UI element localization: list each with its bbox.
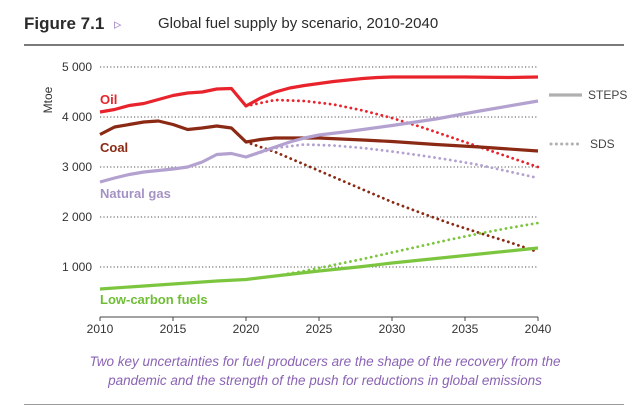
caption-line-1: Two key uncertainties for fuel producers… [89,354,561,369]
caption-line-2: pandemic and the strength of the push fo… [108,373,542,388]
coal-steps-line [99,119,539,153]
x-tick-label: 2030 [379,322,406,336]
oil-steps-line [99,75,539,114]
low-carbon-fuels-sds-line [244,221,540,281]
natural-gas-steps-line [99,99,539,184]
y-tick-label: 4 000 [62,110,92,124]
arrow-icon: ▹ [114,16,122,33]
y-tick-label: 5 000 [62,60,92,74]
x-tick-label: 2035 [452,322,479,336]
figure-label: Figure 7.1 [24,14,105,33]
legend-sds-label: SDS [590,137,615,151]
coal-series-label: Coal [100,140,128,155]
y-tick-label: 2 000 [62,210,92,224]
bottom-rule [24,404,624,405]
natural-gas-series-label: Natural gas [100,186,171,201]
top-rule [24,44,624,46]
figure-header: Figure 7.1 ▹ Global fuel supply by scena… [24,10,624,40]
legend-steps-label: STEPS [588,88,627,102]
figure-title: Global fuel supply by scenario, 2010-204… [158,15,439,32]
x-tick-label: 2015 [160,322,187,336]
figure-caption: Two key uncertainties for fuel producers… [40,352,610,390]
oil-series-label: Oil [100,92,117,107]
x-tick-label: 2020 [233,322,260,336]
y-tick-label: 1 000 [62,260,92,274]
y-tick-label: 3 000 [62,160,92,174]
natural-gas-sds-line [244,143,540,180]
x-tick-label: 2025 [306,322,333,336]
low-carbon-fuels-series-label: Low-carbon fuels [100,292,208,307]
x-tick-label: 2010 [87,322,114,336]
low-carbon-fuels-steps-line [99,246,539,291]
y-axis-label: Mtoe [41,86,55,113]
x-tick-label: 2040 [525,322,552,336]
oil-sds-line [244,98,540,169]
coal-sds-line [244,140,540,254]
